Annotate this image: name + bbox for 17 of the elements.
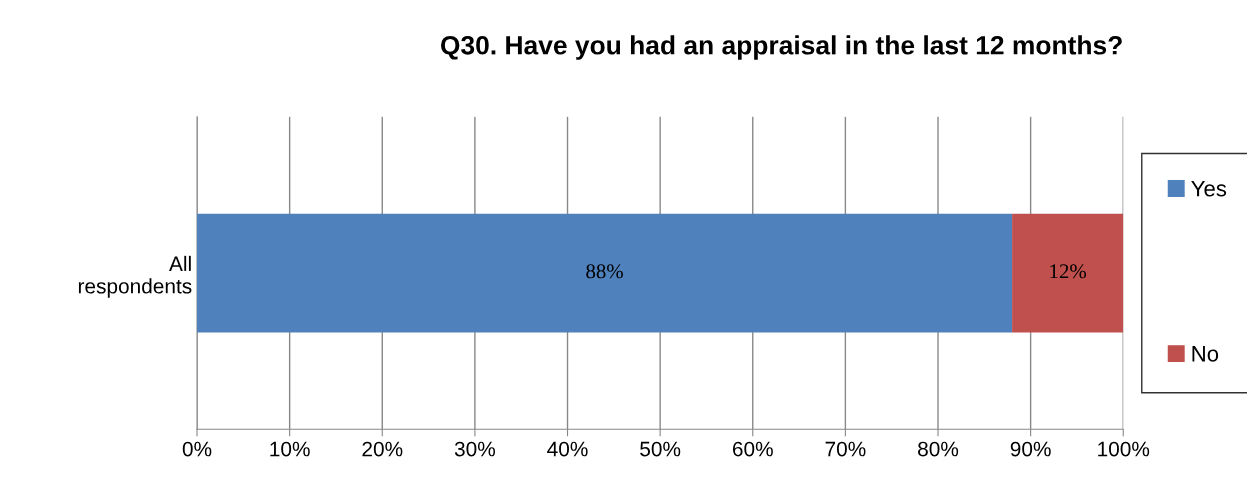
x-tick-label: 50% <box>640 441 681 457</box>
x-tick-label: 0% <box>182 441 212 457</box>
x-tick-label: 80% <box>918 441 959 457</box>
x-tick-label: 30% <box>454 441 495 457</box>
x-tick-label: 10% <box>270 441 310 457</box>
legend-label: Yes <box>1191 180 1227 197</box>
x-tick-label: 20% <box>362 441 403 457</box>
x-tick-label: 70% <box>825 441 866 457</box>
x-tick-label: 90% <box>1010 441 1051 457</box>
data-label: 12% <box>1050 264 1087 279</box>
legend-label: No <box>1192 346 1219 362</box>
x-tick-label: 40% <box>547 441 588 457</box>
y-tick-label: All respondents <box>78 255 192 298</box>
chart-title: Q30. Have you had an appraisal in the last 12 months? <box>441 35 1122 60</box>
data-label: 88% <box>586 264 623 279</box>
x-tick-label: 60% <box>732 441 773 457</box>
x-tick-label: 100% <box>1098 441 1150 457</box>
